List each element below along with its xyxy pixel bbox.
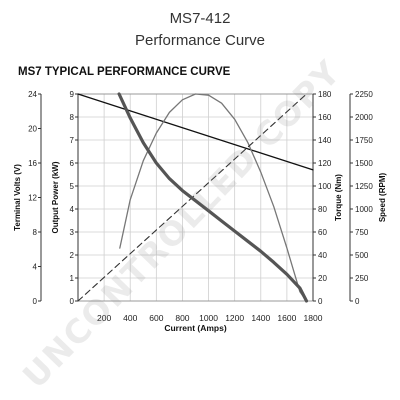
speed-curve: [117, 92, 309, 303]
x-tick-label: 400: [123, 313, 137, 323]
volts-tick-label: 20: [28, 125, 37, 134]
x-tick-label: 1400: [251, 313, 270, 323]
chart-subtitle: Performance Curve: [134, 32, 266, 49]
power-tick-label: 7: [70, 136, 75, 145]
x-tick-label: 600: [149, 313, 163, 323]
x-tick-label: 200: [97, 313, 111, 323]
torque-tick-label: 120: [318, 159, 332, 168]
volts-tick-label: 16: [28, 159, 37, 168]
torque-axis-label: Torque (Nm): [334, 174, 343, 221]
power-tick-label: 6: [70, 159, 75, 168]
speed-tick-label: 500: [355, 251, 369, 260]
torque-tick-label: 100: [318, 182, 332, 191]
speed-tick-label: 1500: [355, 159, 373, 168]
x-tick-label: 800: [175, 313, 189, 323]
power-tick-label: 9: [70, 90, 75, 99]
speed-tick-label: 750: [355, 228, 369, 237]
power-tick-label: 5: [70, 182, 75, 191]
torque-tick-label: 80: [318, 205, 327, 214]
torque-tick-label: 40: [318, 251, 327, 260]
speed-tick-label: 1750: [355, 136, 373, 145]
volts-tick-label: 8: [33, 228, 38, 237]
torque-tick-label: 20: [318, 274, 327, 283]
torque-tick-label: 160: [318, 113, 332, 122]
x-tick-label: 1000: [199, 313, 218, 323]
speed-axis-label: Speed (RPM): [378, 173, 387, 223]
power-axis-label: Output Power (kW): [51, 161, 60, 233]
power-tick-label: 1: [70, 274, 75, 283]
volts-tick-label: 12: [28, 194, 37, 203]
volts-tick-label: 4: [33, 263, 38, 272]
x-axis-label: Current (Amps): [164, 323, 227, 333]
torque-tick-label: 60: [318, 228, 327, 237]
x-tick-label: 1200: [225, 313, 244, 323]
chart-model-title: MS7-412: [169, 10, 231, 27]
chart-axes: 200 400 600 800 1000 1200 1400 1600 1800Current …: [13, 90, 387, 333]
x-tick-label: 1800: [304, 313, 323, 323]
torque-tick-label: 180: [318, 90, 332, 99]
power-tick-label: 3: [70, 228, 75, 237]
volts-line: [77, 93, 314, 171]
power-tick-label: 8: [70, 113, 75, 122]
power-tick-label: 4: [70, 205, 75, 214]
chart-series: [77, 92, 314, 303]
chart-section-title: MS7 TYPICAL PERFORMANCE CURVE: [18, 66, 231, 78]
speed-tick-label: 2000: [355, 113, 373, 122]
volts-tick-label: 0: [33, 297, 38, 306]
watermark-text: UNCONTROLLED COPY: [15, 52, 348, 395]
torque-tick-label: 140: [318, 136, 332, 145]
torque-tick-label: 0: [318, 297, 323, 306]
power-curve: [119, 93, 308, 302]
speed-tick-label: 1250: [355, 182, 373, 191]
speed-tick-label: 2250: [355, 90, 373, 99]
volts-axis-label: Terminal Volts (V): [13, 164, 22, 231]
speed-tick-label: 250: [355, 274, 369, 283]
x-tick-label: 1600: [277, 313, 296, 323]
speed-tick-label: 0: [355, 297, 360, 306]
watermark: UNCONTROLLED COPY: [15, 52, 348, 395]
power-tick-label: 2: [70, 251, 75, 260]
volts-tick-label: 24: [28, 90, 37, 99]
power-tick-label: 0: [70, 297, 75, 306]
speed-tick-label: 1000: [355, 205, 373, 214]
